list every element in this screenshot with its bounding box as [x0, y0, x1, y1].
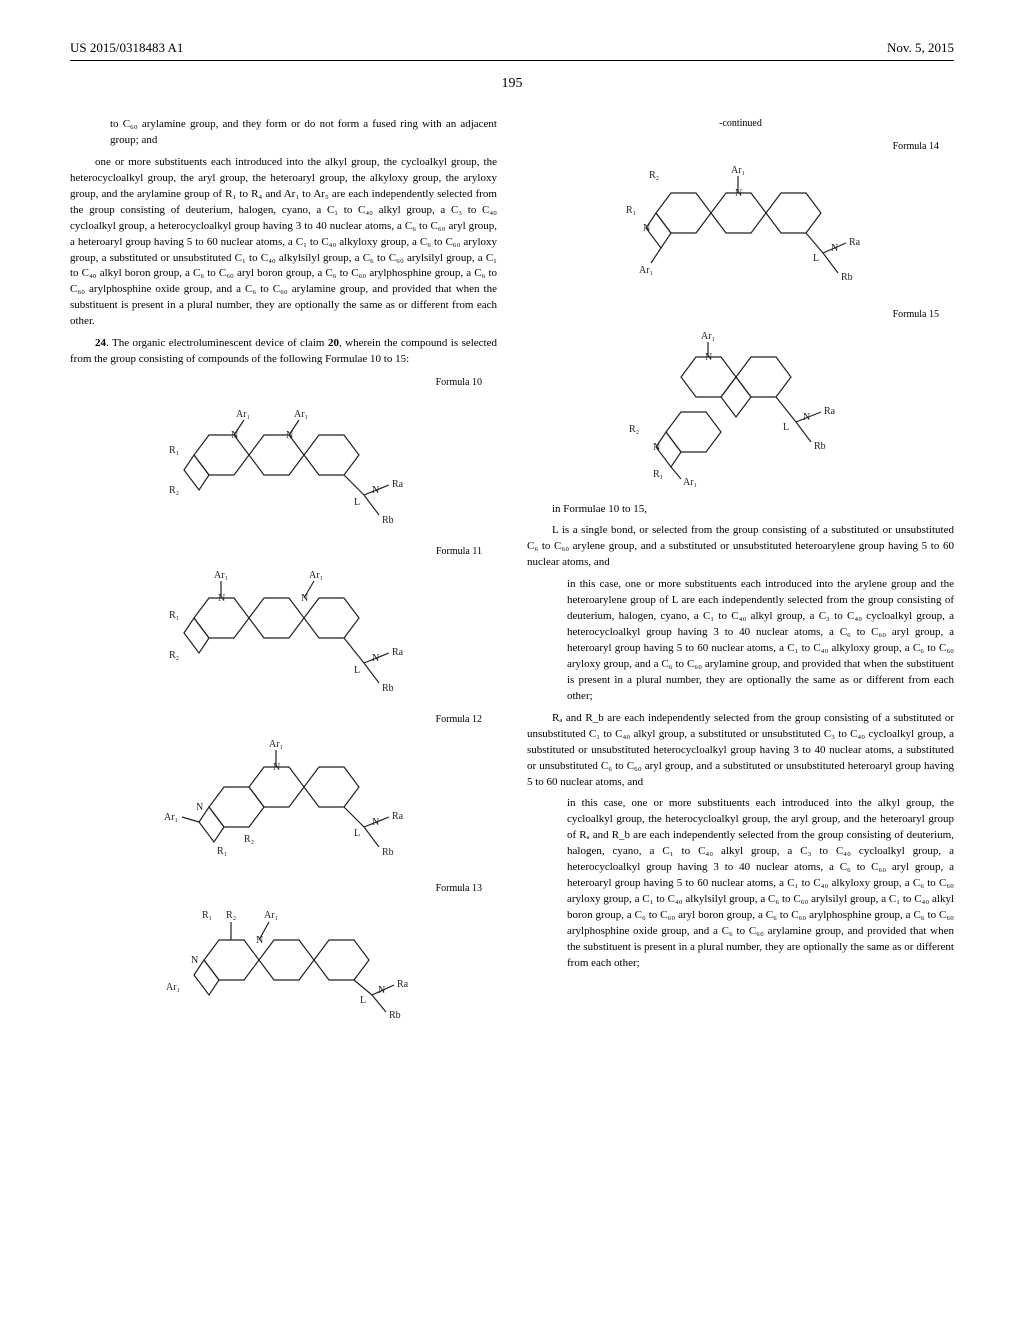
- svg-text:Rb: Rb: [389, 1010, 401, 1020]
- svg-text:R₁: R₁: [169, 445, 179, 456]
- svg-text:Ar₁: Ar₁: [164, 812, 178, 823]
- page-number: 195: [70, 76, 954, 92]
- left-column: to C₆₀ arylamine group, and they form or…: [70, 117, 497, 1035]
- header-right: Nov. 5, 2015: [887, 40, 954, 56]
- svg-text:L: L: [354, 665, 360, 676]
- svg-text:R₂: R₂: [169, 485, 179, 496]
- svg-text:Ar₁: Ar₁: [731, 165, 745, 176]
- svg-text:L: L: [783, 422, 789, 433]
- svg-text:R₂: R₂: [244, 834, 254, 845]
- svg-text:Ar₁: Ar₁: [309, 570, 323, 581]
- formula-15-structure: Ar₁ R₂ R₁ Ar₁ N N L N Ra Rb: [611, 327, 871, 487]
- formula-label-15: Formula 15: [527, 308, 954, 323]
- page-header: US 2015/0318483 A1 Nov. 5, 2015: [70, 40, 954, 61]
- svg-text:Ra: Ra: [392, 811, 404, 822]
- svg-text:N: N: [372, 817, 379, 828]
- right-column: -continued Formula 14 R₂ R₁: [527, 117, 954, 1035]
- svg-text:Ra: Ra: [824, 406, 836, 417]
- svg-text:N: N: [372, 485, 379, 496]
- para-substituents: one or more substituents each introduced…: [70, 155, 497, 330]
- svg-text:Ar₁: Ar₁: [166, 982, 180, 993]
- svg-text:R₁: R₁: [217, 846, 227, 857]
- svg-text:Rb: Rb: [814, 441, 826, 452]
- svg-text:Ar₁: Ar₁: [269, 739, 283, 750]
- svg-text:N: N: [196, 802, 203, 813]
- claim-24: 24. The organic electroluminescent devic…: [70, 336, 497, 368]
- svg-text:N: N: [705, 352, 712, 363]
- formula-10-structure: R₁ R₂ Ar₁ Ar₁ N N L N Ra Rb: [154, 395, 414, 530]
- formula-label-12: Formula 12: [70, 713, 497, 728]
- svg-text:R₁: R₁: [169, 610, 179, 621]
- formula-label-13: Formula 13: [70, 882, 497, 897]
- svg-text:R₁: R₁: [626, 205, 636, 216]
- svg-text:L: L: [813, 253, 819, 264]
- content-columns: to C₆₀ arylamine group, and they form or…: [70, 117, 954, 1035]
- para-r-def: Rₐ and R_b are each independently select…: [527, 711, 954, 791]
- para-continuation: to C₆₀ arylamine group, and they form or…: [70, 117, 497, 149]
- svg-text:Ar₁: Ar₁: [294, 409, 308, 420]
- svg-text:Ra: Ra: [849, 237, 861, 248]
- formula-label-11: Formula 11: [70, 545, 497, 560]
- svg-text:Ar₁: Ar₁: [701, 331, 715, 342]
- svg-text:Rb: Rb: [382, 515, 394, 526]
- formula-14-structure: R₂ R₁ Ar₁ Ar₁ N N L N Ra Rb: [611, 158, 871, 293]
- formula-11-structure: R₁ R₂ Ar₁ Ar₁ N N L N Ra Rb: [154, 563, 414, 698]
- svg-text:N: N: [301, 593, 308, 604]
- svg-text:L: L: [354, 497, 360, 508]
- svg-text:Rb: Rb: [841, 272, 853, 283]
- svg-text:R₂: R₂: [169, 650, 179, 661]
- header-left: US 2015/0318483 A1: [70, 40, 183, 56]
- svg-text:N: N: [286, 430, 293, 441]
- svg-text:R₁: R₁: [653, 469, 663, 480]
- svg-text:Ra: Ra: [397, 979, 409, 990]
- svg-text:Ra: Ra: [392, 647, 404, 658]
- svg-text:Ar₁: Ar₁: [639, 265, 653, 276]
- claim-number: 24: [95, 337, 106, 349]
- svg-text:N: N: [372, 653, 379, 664]
- formula-13-structure: R₁ R₂ Ar₁ Ar₁ N N L N Ra Rb: [154, 900, 414, 1020]
- svg-text:R₂: R₂: [649, 170, 659, 181]
- intro-formulae: in Formulae 10 to 15,: [527, 502, 954, 518]
- svg-text:Rb: Rb: [382, 847, 394, 858]
- svg-text:N: N: [231, 430, 238, 441]
- svg-text:Rb: Rb: [382, 683, 394, 694]
- svg-text:N: N: [378, 985, 385, 996]
- formula-label-10: Formula 10: [70, 376, 497, 391]
- svg-text:Ar₁: Ar₁: [683, 477, 697, 487]
- claim-ref: 20: [328, 337, 339, 349]
- svg-text:Ar₁: Ar₁: [236, 409, 250, 420]
- svg-text:N: N: [256, 935, 263, 946]
- formula-label-14: Formula 14: [527, 140, 954, 155]
- svg-text:N: N: [273, 762, 280, 773]
- svg-text:L: L: [354, 828, 360, 839]
- svg-text:N: N: [803, 412, 810, 423]
- svg-text:N: N: [831, 243, 838, 254]
- svg-text:N: N: [191, 955, 198, 966]
- svg-text:R₂: R₂: [629, 424, 639, 435]
- svg-text:Ar₁: Ar₁: [264, 910, 278, 921]
- svg-text:Ar₁: Ar₁: [214, 570, 228, 581]
- para-r-sub: in this case, one or more substituents e…: [527, 796, 954, 971]
- svg-text:N: N: [735, 188, 742, 199]
- svg-text:N: N: [653, 442, 660, 453]
- claim-text-1: . The organic electroluminescent device …: [106, 337, 328, 349]
- para-l-sub: in this case, one or more substituents e…: [527, 577, 954, 705]
- para-l-def: L is a single bond, or selected from the…: [527, 523, 954, 571]
- svg-text:Ra: Ra: [392, 479, 404, 490]
- svg-text:N: N: [643, 223, 650, 234]
- svg-text:N: N: [218, 593, 225, 604]
- formula-12-structure: Ar₁ Ar₁ R₁ R₂ N N L N Ra Rb: [154, 732, 414, 867]
- svg-text:R₁: R₁: [202, 910, 212, 921]
- continued-label: -continued: [527, 117, 954, 132]
- svg-text:L: L: [360, 995, 366, 1006]
- svg-text:R₂: R₂: [226, 910, 236, 921]
